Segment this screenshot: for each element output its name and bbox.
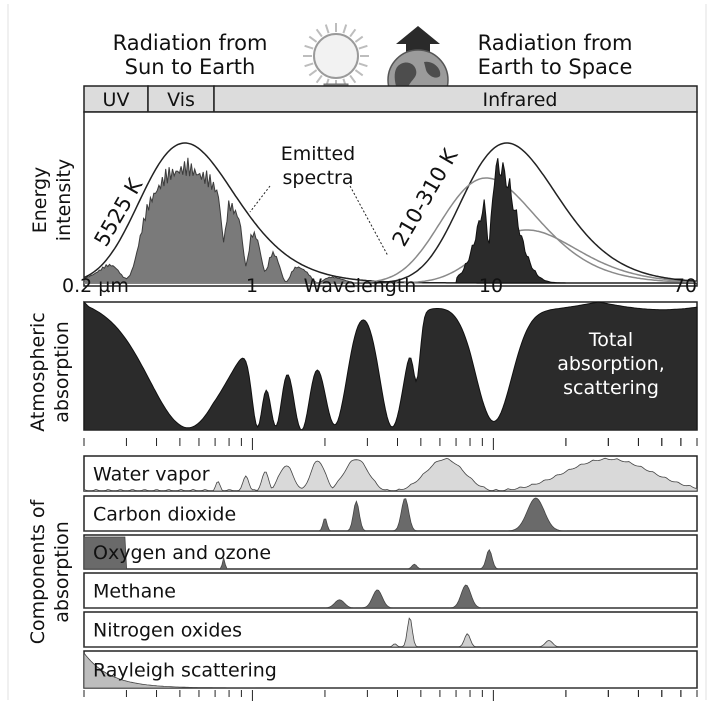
- band-vis-label: Vis: [167, 89, 195, 111]
- atmospheric-absorption-label-line2: absorption: [51, 321, 73, 423]
- component-label-rayleigh-scattering: Rayleigh scattering: [93, 660, 277, 682]
- absorption-profile-rayleigh-scattering: [83, 651, 697, 689]
- sun-ray: [324, 24, 330, 34]
- components-label-line1: Components of: [27, 498, 49, 644]
- absorption-profile-water-vapor: [83, 457, 698, 492]
- component-row-carbon-dioxide: Carbon dioxide: [83, 495, 698, 532]
- tick-strip: [83, 429, 698, 450]
- component-label-oxygen-ozone: Oxygen and ozone: [93, 542, 271, 564]
- sun-ray: [358, 62, 368, 68]
- sun-ray: [315, 28, 323, 38]
- component-label-nitrogen-oxides: Nitrogen oxides: [93, 620, 242, 642]
- total-absorption-note-line2: absorption,: [557, 353, 665, 375]
- component-row-nitrogen-oxides: Nitrogen oxides: [83, 611, 698, 648]
- emitted-spectra-line1: Emitted: [281, 143, 355, 165]
- absorption-profile-nitrogen-oxides: [84, 617, 697, 648]
- emitted-spectra-line2: spectra: [283, 167, 354, 189]
- sun-observed-spectrum: [83, 157, 399, 284]
- component-row-rayleigh-scattering: Rayleigh scattering: [83, 650, 698, 689]
- energy-intensity-label-line1: Energy: [29, 167, 51, 234]
- earth-observed-spectrum: [455, 158, 566, 284]
- sun-icon: [303, 23, 369, 113]
- components-panel: Water vapor Carbon dioxide Oxygen and ozon…: [27, 455, 698, 701]
- emitted-pointer-line: [349, 185, 389, 257]
- component-label-methane: Methane: [93, 581, 176, 603]
- band-uv-label: UV: [103, 89, 130, 111]
- tick-label-1: 1: [246, 275, 258, 297]
- sun-ray: [349, 28, 357, 38]
- earth-blackbody-curve-warm: [84, 177, 697, 284]
- total-absorption-note-line1: Total: [588, 329, 633, 351]
- band-infrared: [213, 85, 698, 113]
- tick-label-0-2: 0.2 µm: [62, 275, 129, 297]
- spectrum-panel: Emitted spectra 5525 K 210-310 K Energy …: [29, 111, 698, 287]
- components-label-line2: absorption: [51, 521, 73, 623]
- total-absorption-area: [83, 300, 698, 431]
- sun-title-line1: Radiation from: [113, 31, 268, 55]
- wavelength-axis: 0.2 µm 1 Wavelength 10 70: [62, 275, 697, 297]
- sun-ray: [308, 69, 318, 77]
- sun-ray: [354, 35, 364, 43]
- component-row-methane: Methane: [83, 572, 698, 609]
- absorption-profile-oxygen-ozone: [83, 536, 697, 570]
- sun-ray: [354, 69, 364, 77]
- band-bar: UV Vis Infrared: [83, 85, 698, 113]
- sun-ray: [308, 35, 318, 43]
- sun-ray: [304, 44, 314, 50]
- band-infrared-label: Infrared: [483, 89, 558, 111]
- wavelength-label: Wavelength: [304, 275, 417, 297]
- tick-label-10: 10: [479, 275, 503, 297]
- absorption-profile-methane: [84, 584, 697, 609]
- component-row-oxygen-ozone: Oxygen and ozone: [83, 534, 698, 570]
- emitted-pointer-line: [249, 185, 271, 213]
- absorption-panel: Total absorption, scattering Atmospheric…: [27, 300, 698, 432]
- component-row-water-vapor: Water vapor: [83, 455, 698, 492]
- absorption-profile-carbon-dioxide: [84, 497, 697, 532]
- tick-label-70: 70: [673, 275, 697, 297]
- sun-ray: [358, 44, 368, 50]
- earth-title-line2: Earth to Space: [478, 55, 633, 79]
- energy-intensity-label-line2: intensity: [53, 159, 75, 241]
- sun-title-line2: Sun to Earth: [125, 55, 256, 79]
- component-label-carbon-dioxide: Carbon dioxide: [93, 504, 236, 526]
- sun-ray: [342, 24, 348, 34]
- sun-ray: [315, 74, 323, 84]
- sun-ray: [349, 74, 357, 84]
- sun-ray: [304, 62, 314, 68]
- total-absorption-note-line3: scattering: [563, 377, 659, 399]
- earth-title-line1: Radiation from: [478, 31, 633, 55]
- atmospheric-absorption-label-line1: Atmospheric: [27, 312, 49, 431]
- component-label-water-vapor: Water vapor: [93, 464, 210, 486]
